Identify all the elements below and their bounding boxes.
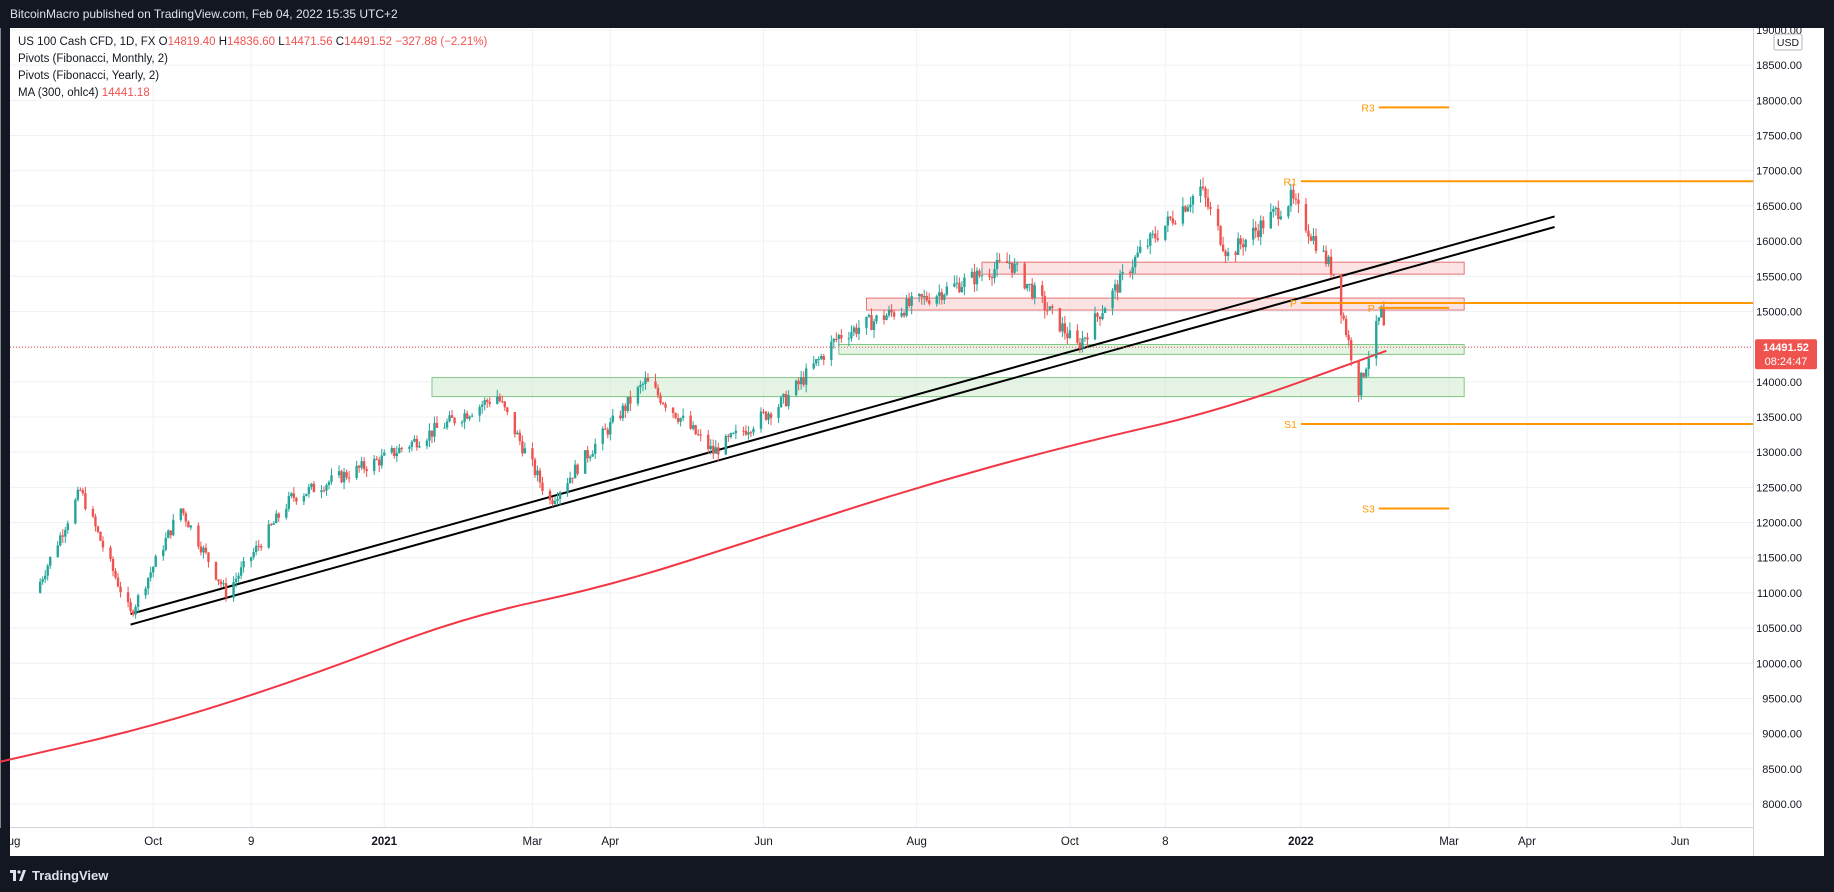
legend-c: 14491.52 (344, 36, 393, 48)
legend-symbol: US 100 Cash CFD, 1D, FX (18, 36, 156, 48)
legend-h: 14836.60 (227, 36, 276, 48)
brand-text: TradingView (32, 868, 109, 883)
legend-l: 14471.56 (284, 36, 333, 48)
legend: US 100 Cash CFD, 1D, FX O14819.40 H14836… (18, 34, 487, 102)
legend-o-label: O (158, 36, 168, 48)
legend-l-label: L (278, 36, 285, 48)
tradingview-logo-icon (10, 869, 26, 881)
legend-indicator-yearly-pivots[interactable]: Pivots (Fibonacci, Yearly, 2) (18, 70, 160, 82)
legend-indicator-monthly-pivots[interactable]: Pivots (Fibonacci, Monthly, 2) (18, 53, 168, 65)
legend-change: −327.88 (−2.21%) (395, 36, 488, 48)
legend-indicator-ma[interactable]: MA (300, ohlc4) 14441.18 (18, 85, 487, 102)
legend-ohlc: US 100 Cash CFD, 1D, FX O14819.40 H14836… (18, 34, 487, 51)
legend-ma-label: MA (300, ohlc4) (18, 87, 99, 99)
published-text: BitcoinMacro published on TradingView.co… (10, 7, 398, 21)
tradingview-brand[interactable]: TradingView (10, 868, 108, 883)
published-bar: BitcoinMacro published on TradingView.co… (0, 0, 1834, 28)
legend-h-label: H (218, 36, 228, 48)
chart-frame[interactable] (10, 28, 1824, 856)
footer: TradingView (0, 860, 1834, 892)
legend-ma-value: 14441.18 (101, 87, 150, 99)
legend-c-label: C (335, 36, 345, 48)
legend-o: 14819.40 (167, 36, 216, 48)
